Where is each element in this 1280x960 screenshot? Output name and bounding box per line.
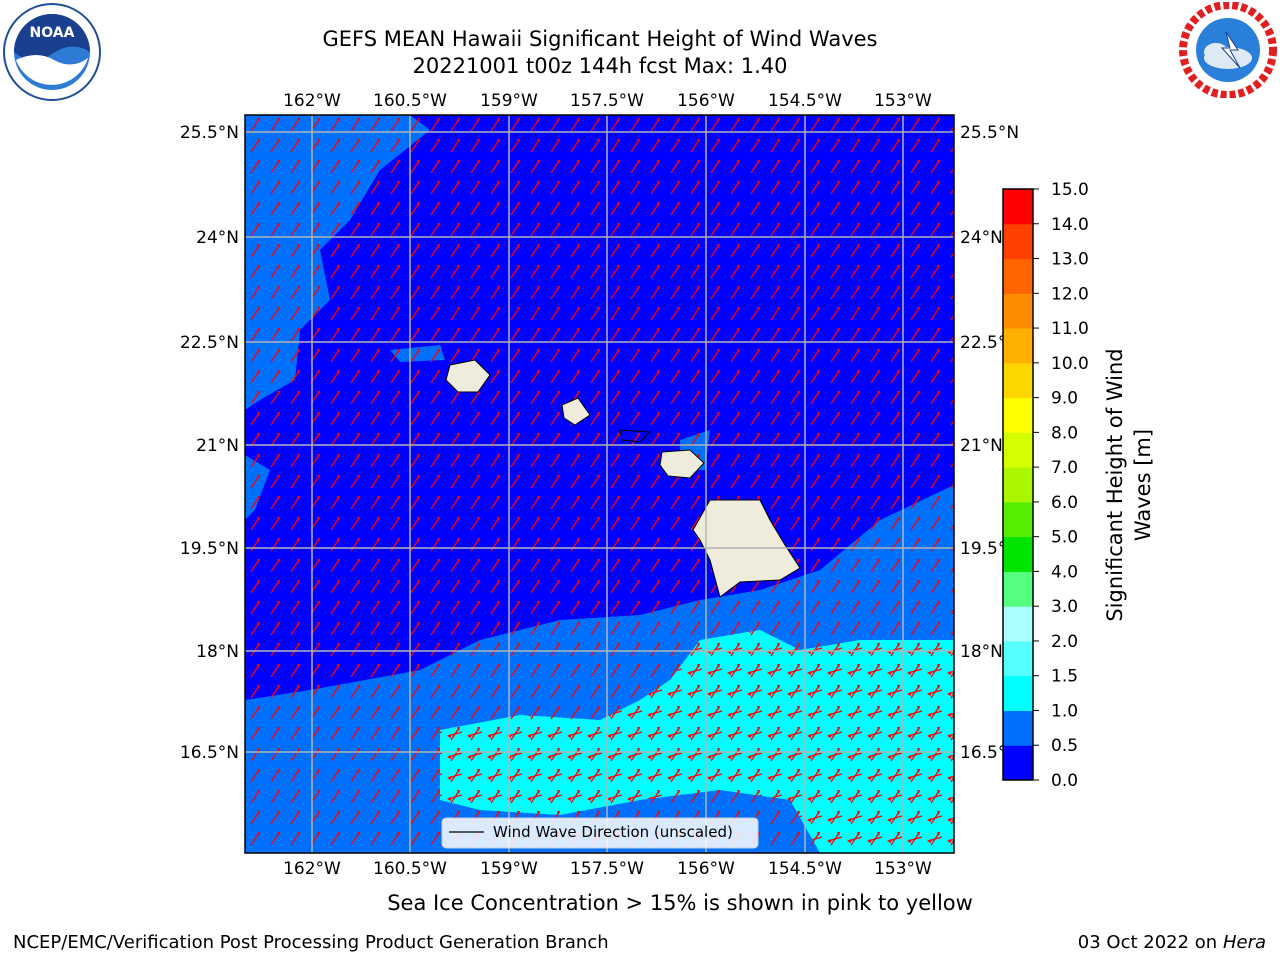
- lat-tick-right: 21°N: [960, 436, 1003, 456]
- map-title: GEFS MEAN Hawaii Significant Height of W…: [322, 27, 878, 51]
- lat-tick-left: 22.5°N: [180, 333, 239, 353]
- lat-tick-left: 25.5°N: [180, 123, 239, 143]
- colorbar-swatch: [1003, 467, 1033, 503]
- colorbar-swatch: [1003, 258, 1033, 294]
- lon-tick-top: 156°W: [677, 91, 735, 111]
- colorbar-swatch: [1003, 571, 1033, 607]
- footer-date: 03 Oct 2022 on Hera: [1078, 932, 1266, 953]
- island-kauai: [445, 359, 491, 393]
- lon-tick-top: 157.5°W: [570, 91, 644, 111]
- lat-tick-left: 19.5°N: [180, 539, 239, 559]
- lat-tick-right: 18°N: [960, 642, 1003, 662]
- lon-tick-top: 153°W: [874, 91, 932, 111]
- lat-tick-right: 24°N: [960, 228, 1003, 248]
- island-maui: [659, 449, 705, 479]
- colorbar-swatch: [1003, 501, 1033, 538]
- lon-tick-bottom: 156°W: [677, 859, 735, 879]
- colorbar-tick: 2.0: [1051, 632, 1078, 652]
- colorbar-tick: 1.5: [1051, 667, 1078, 687]
- colorbar-swatch: [1003, 189, 1033, 225]
- colorbar-tick: 5.0: [1051, 528, 1078, 548]
- colorbar-swatch: [1003, 362, 1033, 399]
- map-frame: [244, 114, 955, 854]
- wave-field: [245, 115, 954, 853]
- noaa-logo-icon: NOAA: [3, 3, 101, 101]
- axis-ticks: 162°W 162°W 160.5°W 160.5°W 159°W 159°W 157.5°…: [180, 91, 1019, 879]
- colorbar-swatch: [1003, 293, 1033, 329]
- lat-tick-left: 24°N: [196, 228, 239, 248]
- colorbar-tick: 8.0: [1051, 423, 1078, 443]
- colorbar-label-line1: Significant Height of Wind: [1103, 348, 1127, 621]
- map-legend: Wind Wave Direction (unscaled): [441, 817, 759, 849]
- footer-branch: NCEP/EMC/Verification Post Processing Pr…: [13, 932, 609, 953]
- lat-tick-left: 16.5°N: [180, 743, 239, 763]
- colorbar-tick: 10.0: [1051, 354, 1089, 374]
- colorbar-swatch: [1003, 675, 1033, 711]
- lon-tick-bottom: 162°W: [283, 859, 341, 879]
- lat-tick-left: 21°N: [196, 436, 239, 456]
- lat-tick-right: 25.5°N: [960, 123, 1019, 143]
- colorbar-tick: 1.0: [1051, 701, 1078, 721]
- colorbar-tick: 7.0: [1051, 458, 1078, 478]
- lat-tick-left: 18°N: [196, 642, 239, 662]
- lon-tick-bottom: 154.5°W: [768, 859, 842, 879]
- lon-tick-top: 159°W: [480, 91, 538, 111]
- colorbar-tick: 6.0: [1051, 493, 1078, 513]
- lon-tick-top: 160.5°W: [373, 91, 447, 111]
- nws-logo-icon: [1179, 2, 1277, 98]
- lon-tick-bottom: 160.5°W: [373, 859, 447, 879]
- sea-ice-note-text: Sea Ice Concentration > 15% is shown in …: [387, 891, 973, 915]
- colorbar-swatch: [1003, 328, 1033, 364]
- colorbar-swatch: [1003, 536, 1033, 572]
- lon-tick-bottom: 153°W: [874, 859, 932, 879]
- lon-tick-top: 162°W: [283, 91, 341, 111]
- map-subtitle: 20221001 t00z 144h fcst Max: 1.40: [412, 54, 788, 78]
- colorbar-swatch: [1003, 223, 1033, 260]
- lon-tick-bottom: 157.5°W: [570, 859, 644, 879]
- colorbar-tick: 12.0: [1051, 284, 1089, 304]
- colorbar-swatch: [1003, 397, 1033, 433]
- colorbar-swatch: [1003, 710, 1033, 746]
- colorbar-label-line2: Waves [m]: [1131, 429, 1155, 541]
- colorbar-swatch: [1003, 432, 1033, 468]
- colorbar-tick: 4.0: [1051, 562, 1078, 582]
- sea-ice-note: Sea Ice Concentration > 15% is shown in …: [0, 891, 1280, 915]
- colorbar-swatch: [1003, 745, 1033, 781]
- footer-host: Hera: [1222, 932, 1266, 953]
- lon-tick-bottom: 159°W: [480, 859, 538, 879]
- island-oahu: [561, 397, 591, 426]
- colorbar-swatch: [1003, 606, 1033, 642]
- colorbar-tick: 9.0: [1051, 389, 1078, 409]
- colorbar-tick: 3.0: [1051, 597, 1078, 617]
- colorbar: 0.0 0.5 1.0 1.5 2.0 3.0 4.0 5.0 6.0 7.0 8.0 9.0 10.0…: [1002, 180, 1089, 791]
- colorbar-swatch: [1003, 640, 1033, 677]
- graticule: [245, 115, 954, 853]
- footer-date-text: 03 Oct 2022 on: [1077, 932, 1223, 953]
- legend-label: Wind Wave Direction (unscaled): [493, 823, 733, 841]
- island-molokai: [619, 429, 652, 443]
- lon-tick-top: 154.5°W: [768, 91, 842, 111]
- colorbar-tick: 13.0: [1051, 250, 1089, 270]
- svg-text:NOAA: NOAA: [30, 25, 75, 41]
- colorbar-tick: 11.0: [1051, 319, 1089, 339]
- colorbar-tick: 14.0: [1051, 215, 1089, 235]
- colorbar-tick: 15.0: [1051, 180, 1089, 200]
- colorbar-tick: 0.0: [1051, 771, 1078, 791]
- wave-arrows-south: [440, 630, 954, 853]
- colorbar-tick: 0.5: [1051, 736, 1078, 756]
